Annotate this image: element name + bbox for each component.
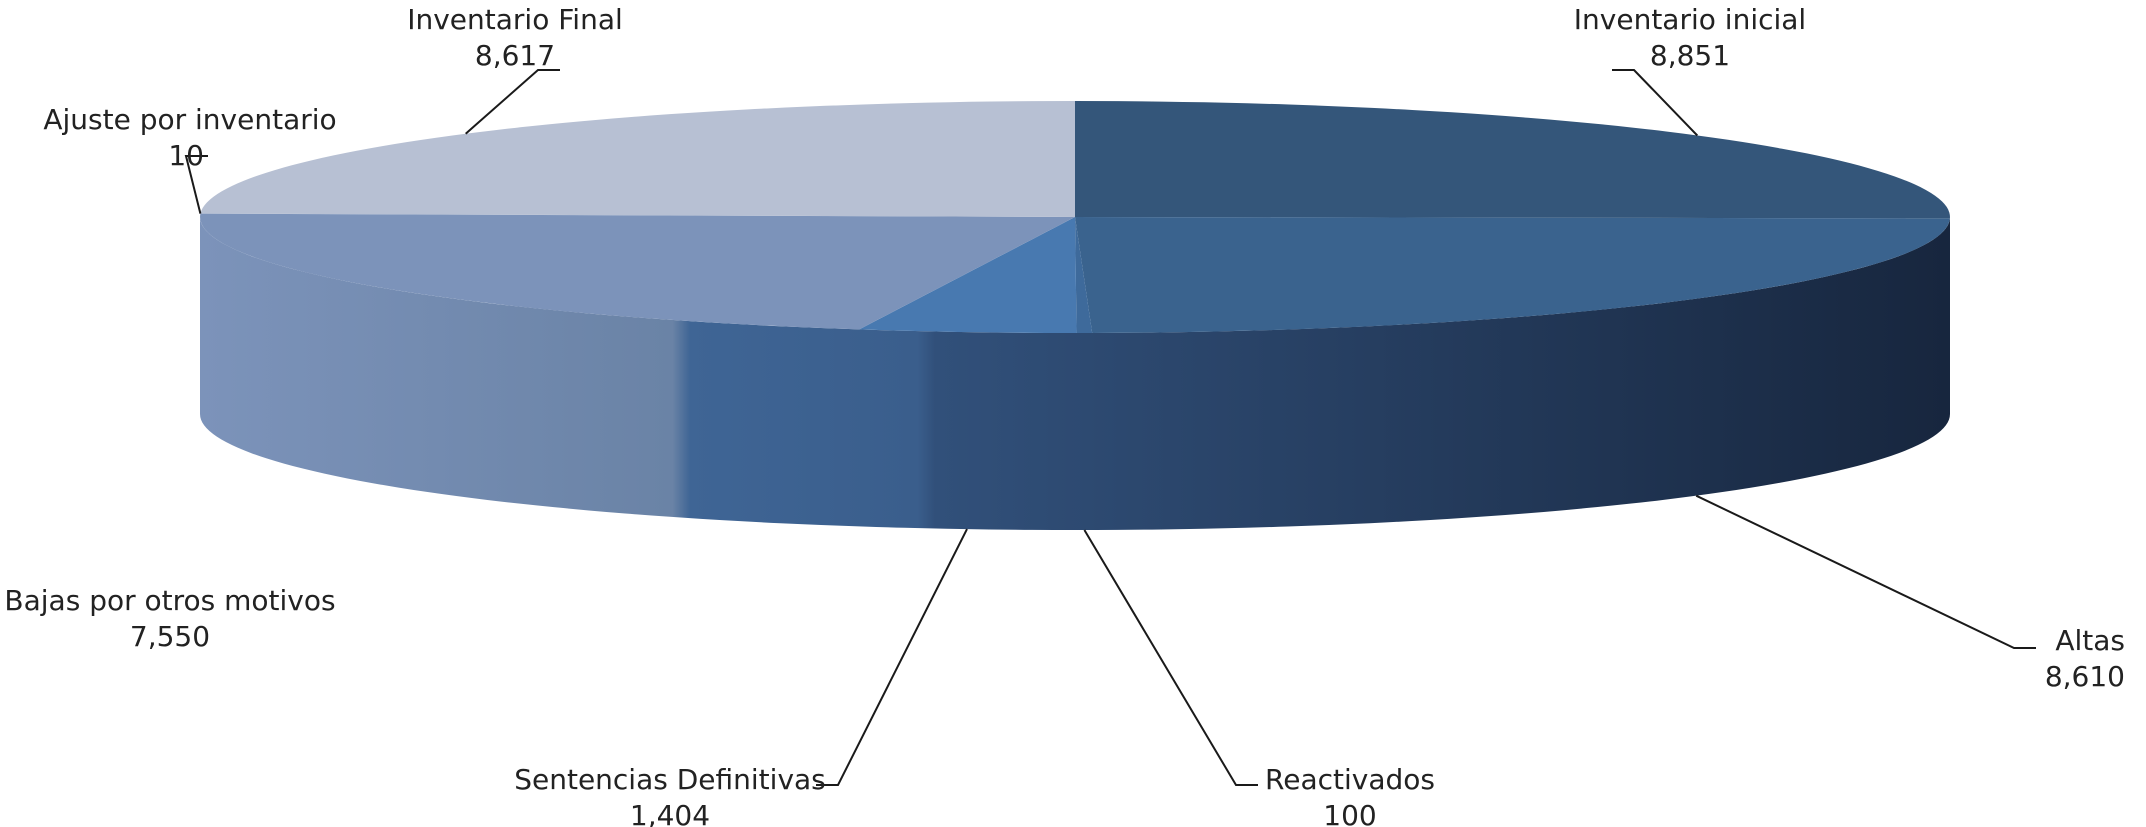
pie-slice-reactivados xyxy=(1075,217,1093,334)
leader-line-inventario-inicial xyxy=(1612,69,1699,137)
pie-slice-altas xyxy=(1075,217,1950,333)
slice-label-bajas-por-otros-motivos: Bajas por otros motivos xyxy=(4,584,335,617)
pie-slice-inventario-inicial xyxy=(1075,101,1950,219)
pie-side-wall xyxy=(200,217,1950,530)
slice-label-inventario-final: Inventario Final xyxy=(407,3,623,36)
pie-slice-sentencias-definitivas xyxy=(859,217,1077,334)
slice-label-inventario-inicial: Inventario inicial xyxy=(1574,3,1806,36)
slice-value-ajuste-por-inventario: 10 xyxy=(168,139,204,172)
pie-slice-ajuste-por-inventario xyxy=(200,213,1075,217)
slice-value-bajas-por-otros-motivos: 7,550 xyxy=(130,620,210,653)
leader-line-ajuste-por-inventario xyxy=(184,155,208,214)
slice-label-altas: Altas xyxy=(2055,624,2125,657)
leader-line-sentencias-definitivas xyxy=(816,528,968,786)
slice-value-inventario-final: 8,617 xyxy=(475,39,555,72)
leader-line-layer xyxy=(184,69,2036,786)
label-layer: Inventario inicial 8,851 Altas 8,610 Rea… xyxy=(4,3,2125,827)
pie-side-layer xyxy=(200,217,1950,530)
slice-label-reactivados: Reactivados xyxy=(1265,763,1435,796)
leader-line-inventario-final xyxy=(465,69,560,135)
pie-slice-bajas-por-otros-motivos xyxy=(200,213,1076,330)
slice-value-sentencias-definitivas: 1,404 xyxy=(630,799,710,827)
slice-label-sentencias-definitivas: Sentencias Definitivas xyxy=(514,763,826,796)
slice-label-ajuste-por-inventario: Ajuste por inventario xyxy=(43,103,336,136)
pie-slice-inventario-final xyxy=(200,101,1075,217)
slice-value-inventario-inicial: 8,851 xyxy=(1650,39,1730,72)
slice-value-reactivados: 100 xyxy=(1323,799,1376,827)
leader-line-reactivados xyxy=(1083,529,1258,786)
leader-line-altas xyxy=(1695,494,2036,649)
slice-value-altas: 8,610 xyxy=(2045,660,2125,693)
pie-slice-layer xyxy=(200,101,1950,334)
